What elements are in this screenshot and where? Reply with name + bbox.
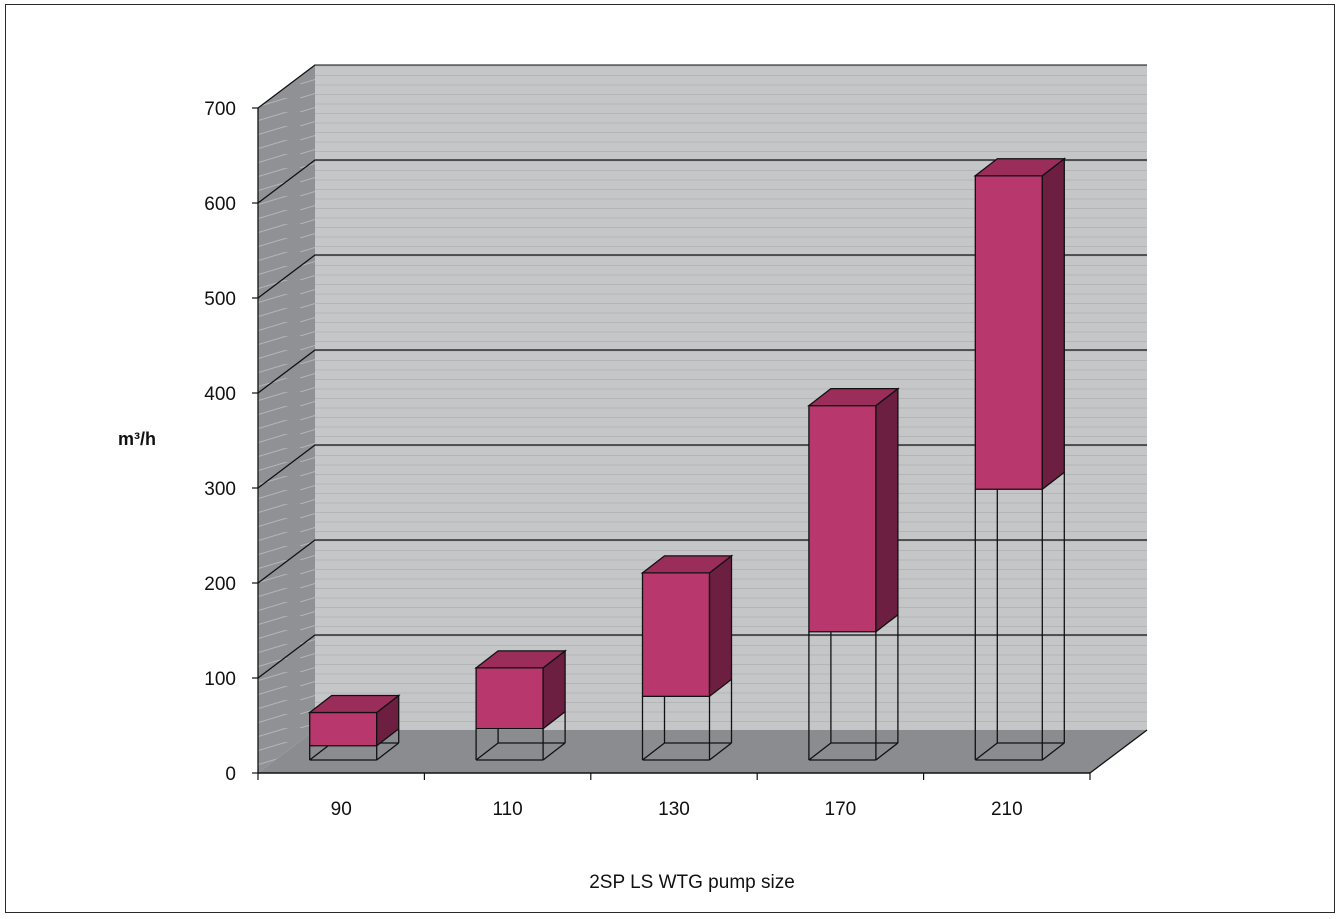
pedestal-side-base — [709, 742, 732, 761]
y-tick-label: 100 — [204, 669, 236, 690]
x-axis-label: 2SP LS WTG pump size — [589, 872, 795, 893]
bar-110 — [474, 649, 568, 761]
bar-90 — [307, 694, 401, 761]
bar-top-face — [973, 158, 1067, 177]
bar-side-face — [875, 387, 899, 634]
bar-top-face — [474, 650, 568, 669]
category-label: 210 — [991, 799, 1023, 820]
y-axis-label: m³/h — [118, 429, 156, 449]
gridline — [257, 349, 1147, 394]
bar-front-face — [808, 404, 877, 633]
bar-top-face — [640, 555, 734, 574]
y-tick-label: 400 — [204, 384, 236, 405]
y-tick-label: 300 — [204, 479, 236, 500]
pedestal-side-base — [875, 742, 899, 761]
bar-front-face — [309, 711, 378, 747]
category-label: 170 — [825, 799, 857, 820]
axes — [252, 107, 1148, 780]
category-labels: 90 110 130 170 210 — [331, 799, 1023, 820]
gridline — [257, 634, 1147, 679]
bar-top-face — [307, 694, 401, 714]
y-tick-label: 200 — [204, 574, 236, 595]
y-tick-label: 500 — [204, 289, 236, 310]
y-tick-label: 600 — [204, 194, 236, 215]
y-tick-label: 700 — [204, 99, 236, 120]
bar-130 — [640, 554, 734, 761]
y-tick-label: 0 — [225, 764, 236, 785]
pedestal-side-base — [542, 742, 566, 761]
category-label: 110 — [492, 799, 522, 820]
y-tick-labels: 0 100 200 300 400 500 600 700 — [204, 99, 236, 785]
category-label: 130 — [658, 799, 690, 820]
bar-210 — [973, 157, 1067, 761]
pedestal-side-base — [1041, 742, 1065, 761]
bar-front-face — [641, 572, 711, 697]
category-label: 90 — [331, 799, 352, 820]
gridline — [257, 254, 1147, 299]
bar-front-face — [475, 667, 544, 730]
side-wall-texture — [258, 65, 315, 773]
bar-side-face — [708, 554, 733, 698]
gridline — [257, 159, 1147, 204]
pedestal-side-base — [376, 742, 400, 761]
bar-side-face — [1041, 157, 1065, 491]
bar-170 — [806, 387, 900, 761]
floor-edge — [1089, 729, 1148, 774]
bar-front-face — [974, 175, 1043, 490]
bars — [307, 157, 1067, 761]
bar-top-face — [806, 387, 900, 407]
floor — [258, 730, 1147, 773]
